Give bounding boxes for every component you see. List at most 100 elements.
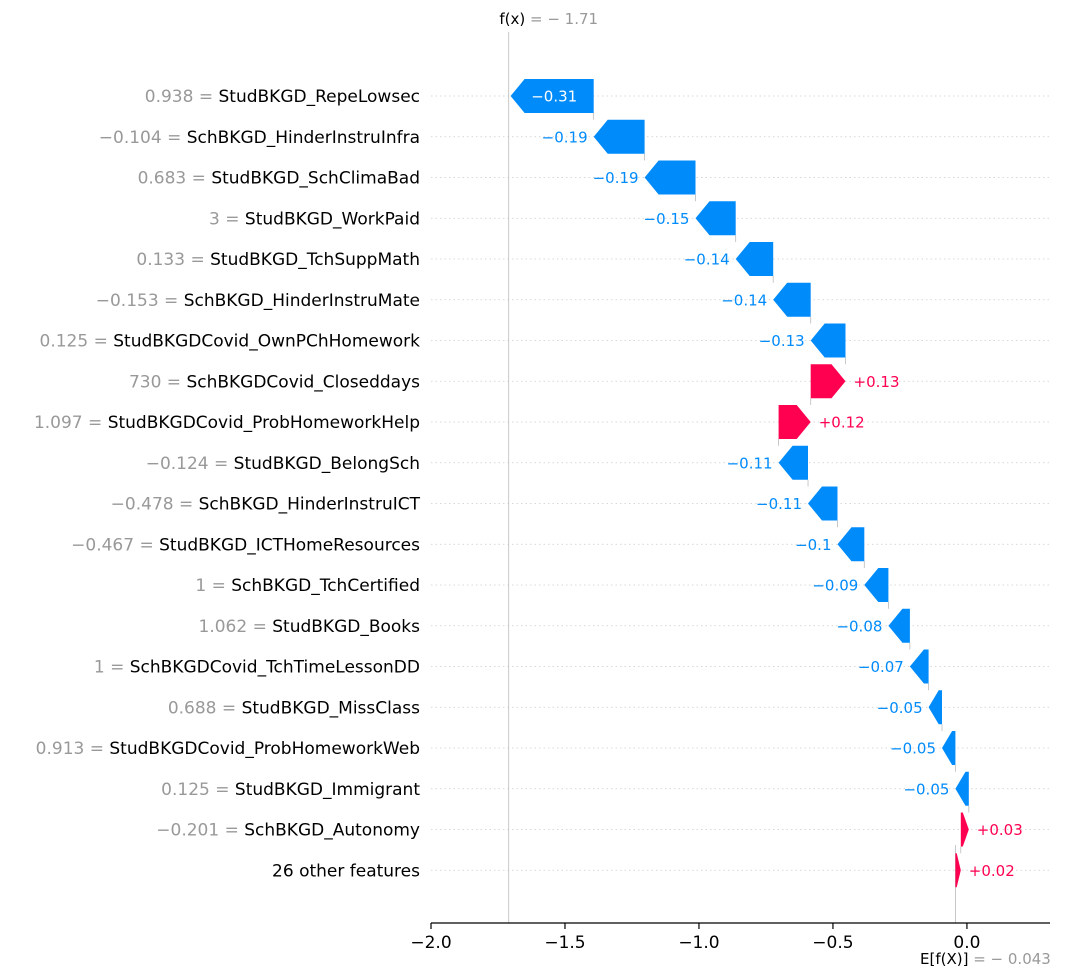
feature-label: 0.688 = StudBKGD_MissClass [168, 698, 420, 718]
bar [735, 242, 774, 276]
bar-value-label: +0.02 [969, 862, 1015, 880]
feature-label: −0.153 = SchBKGD_HinderInstruMate [96, 291, 420, 311]
feature-name: StudBKGD_RepeLowsec [219, 87, 421, 107]
feature-label: 1.097 = StudBKGDCovid_ProbHomeworkHelp [34, 413, 420, 433]
feature-value: 3 = [209, 209, 245, 229]
bar-value-label: −0.13 [759, 332, 805, 350]
bars [510, 79, 969, 888]
bar-value-label: +0.13 [854, 373, 900, 391]
base-value-annotation-value: = − 0.043 [968, 950, 1050, 968]
feature-label: 0.125 = StudBKGDCovid_OwnPChHomework [40, 332, 421, 352]
feature-label: 1 = SchBKGD_TchCertified [195, 576, 420, 596]
bar [695, 201, 736, 236]
bar-value-label: +0.12 [819, 414, 865, 432]
feature-value: 1.062 = [199, 617, 273, 637]
bar-value-label: −0.11 [756, 495, 802, 513]
bar [510, 79, 594, 113]
bar [810, 364, 846, 399]
bar [773, 282, 811, 317]
feature-value: 0.913 = [36, 739, 110, 759]
feature-name: SchBKGD_HinderInstruICT [199, 495, 421, 515]
feature-name: StudBKGD_TchSuppMath [210, 250, 420, 270]
bar [778, 445, 808, 480]
feature-name: StudBKGD_Immigrant [235, 780, 420, 800]
bar [644, 160, 696, 195]
feature-value: −0.153 = [96, 291, 184, 311]
feature-value: −0.104 = [99, 128, 187, 148]
feature-name: SchBKGD_Autonomy [244, 821, 420, 841]
bar [778, 405, 811, 439]
feature-label: 3 = StudBKGD_WorkPaid [209, 209, 420, 229]
x-tick-label: −0.5 [812, 933, 853, 953]
feature-name: 26 other features [272, 861, 420, 881]
bar [955, 771, 969, 806]
bar [942, 731, 956, 765]
feature-value: 1 = [195, 576, 231, 596]
feature-label: −0.104 = SchBKGD_HinderInstruInfra [99, 128, 420, 148]
x-tick-label: 0.0 [953, 933, 980, 953]
bar [888, 608, 910, 643]
bar [955, 853, 961, 888]
feature-value: 0.133 = [136, 250, 210, 270]
bar-value-label: −0.11 [727, 454, 773, 472]
bar [810, 323, 846, 358]
feature-value: 1 = [94, 658, 130, 678]
feature-name: StudBKGD_ICTHomeResources [159, 535, 420, 555]
feature-value: 0.683 = [138, 169, 212, 189]
feature-label: −0.201 = SchBKGD_Autonomy [156, 821, 420, 841]
bar-value-label: −0.14 [721, 291, 767, 309]
x-tick-label: −2.0 [410, 933, 451, 953]
bar-value-label: −0.09 [812, 577, 858, 595]
bar-value-label: −0.05 [877, 699, 923, 717]
feature-labels: −0.31 0.938 = StudBKGD_RepeLowsec −0.19 −0.… [34, 87, 1023, 881]
fx-annotation-name: f(x) [499, 10, 525, 28]
feature-label: 0.913 = StudBKGDCovid_ProbHomeworkWeb [36, 739, 420, 759]
bar-value-label: −0.14 [684, 251, 730, 269]
feature-label: 730 = SchBKGDCovid_Closeddays [129, 372, 420, 392]
feature-value: 0.125 = [161, 780, 235, 800]
feature-label: 0.125 = StudBKGD_Immigrant [161, 780, 420, 800]
feature-value: −0.124 = [146, 454, 234, 474]
x-tick-label: −1.5 [544, 933, 585, 953]
feature-name: SchBKGDCovid_Closeddays [186, 372, 420, 392]
feature-name: StudBKGDCovid_OwnPChHomework [113, 332, 420, 352]
feature-value: 1.097 = [34, 413, 108, 433]
bar [960, 812, 969, 847]
base-value-annotation: E[f(X)] = − 0.043 [920, 950, 1051, 968]
feature-name: SchBKGD_HinderInstruMate [184, 291, 420, 311]
feature-label: 1.062 = StudBKGD_Books [199, 617, 421, 637]
feature-value: −0.478 = [111, 495, 199, 515]
feature-label: −0.478 = SchBKGD_HinderInstruICT [111, 495, 421, 515]
feature-name: StudBKGD_SchClimaBad [211, 169, 420, 189]
feature-name: SchBKGDCovid_TchTimeLessonDD [130, 658, 420, 678]
feature-name: SchBKGD_TchCertified [231, 576, 420, 596]
feature-label: 0.938 = StudBKGD_RepeLowsec [145, 87, 420, 107]
row-gridlines [431, 95, 1050, 871]
feature-label: −0.467 = StudBKGD_ICTHomeResources [71, 535, 420, 555]
feature-label: −0.124 = StudBKGD_BelongSch [146, 454, 420, 474]
feature-name: SchBKGD_HinderInstruInfra [187, 128, 420, 148]
bar [864, 568, 889, 602]
bar-value-label: −0.19 [593, 169, 639, 187]
feature-label: 0.133 = StudBKGD_TchSuppMath [136, 250, 420, 270]
bar-value-label: +0.03 [977, 821, 1023, 839]
feature-value: 0.125 = [40, 332, 114, 352]
x-tick-label: −1.0 [678, 933, 719, 953]
feature-name: StudBKGD_MissClass [242, 698, 421, 718]
bar [928, 690, 942, 725]
bar-value-label: −0.05 [890, 740, 936, 758]
annotations: f(x) = − 1.71 E[f(X)] = − 0.043 [499, 10, 1050, 968]
feature-name: StudBKGD_BelongSch [234, 454, 420, 474]
bar-value-label: −0.19 [542, 128, 588, 146]
bar [593, 119, 645, 154]
bar [909, 649, 929, 684]
bar-value-label: −0.31 [531, 88, 577, 106]
feature-label: 0.683 = StudBKGD_SchClimaBad [138, 169, 420, 189]
bar-value-label: −0.07 [858, 658, 904, 676]
bar [808, 486, 838, 521]
feature-value: 0.938 = [145, 87, 219, 107]
bar [837, 527, 865, 562]
bar-value-label: −0.08 [836, 617, 882, 635]
bar-value-label: −0.1 [795, 536, 831, 554]
